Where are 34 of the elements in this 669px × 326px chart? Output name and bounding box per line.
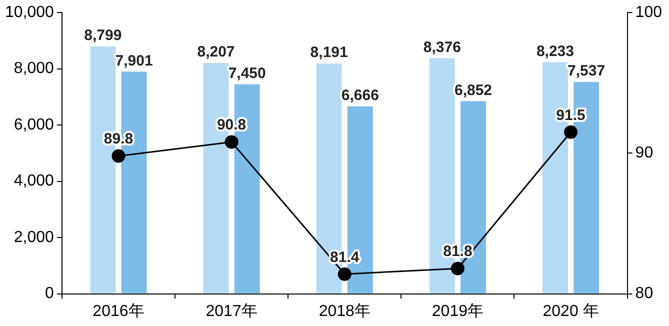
- data-label: 91.5: [556, 106, 586, 124]
- data-label: 7,450: [228, 64, 266, 82]
- y-tick-label: 0: [45, 285, 54, 302]
- data-label: 8,207: [197, 44, 235, 61]
- data-label: 6,666: [341, 86, 379, 104]
- y-tick-label: 10,000: [5, 4, 54, 22]
- data-label: 8,799: [84, 27, 122, 44]
- data-label: 81.8: [443, 243, 472, 260]
- data-label: 81.4: [330, 248, 360, 266]
- y-tick-label: 4,000: [14, 172, 54, 190]
- data-label: 8,233: [536, 42, 574, 60]
- data-label: 8,191: [310, 44, 348, 62]
- x-tick-label: 2017年: [206, 302, 258, 320]
- x-tick-label: 2019年: [432, 302, 484, 320]
- data-label: 7,537: [568, 62, 606, 80]
- point: [112, 149, 126, 163]
- data-label: 89.8: [104, 130, 134, 148]
- x-tick-label: 2016年: [92, 302, 144, 320]
- point: [450, 262, 464, 276]
- data-label: 90.8: [216, 116, 246, 134]
- data-label: 8,376: [423, 38, 461, 56]
- y2-tick-label: 100: [635, 4, 662, 22]
- point: [564, 125, 578, 139]
- y-tick-label: 6,000: [14, 116, 54, 134]
- x-tick-label: 2020 年: [542, 302, 599, 320]
- x-tick-label: 2018年: [318, 302, 370, 320]
- y-tick-label: 8,000: [14, 60, 54, 78]
- data-label: 7,901: [115, 52, 153, 70]
- y-tick-label: 2,000: [14, 228, 54, 246]
- point: [338, 267, 352, 281]
- point: [224, 135, 238, 149]
- data-label: 6,852: [454, 82, 492, 99]
- y2-tick-label: 80: [635, 285, 654, 302]
- y2-tick-label: 90: [635, 144, 654, 162]
